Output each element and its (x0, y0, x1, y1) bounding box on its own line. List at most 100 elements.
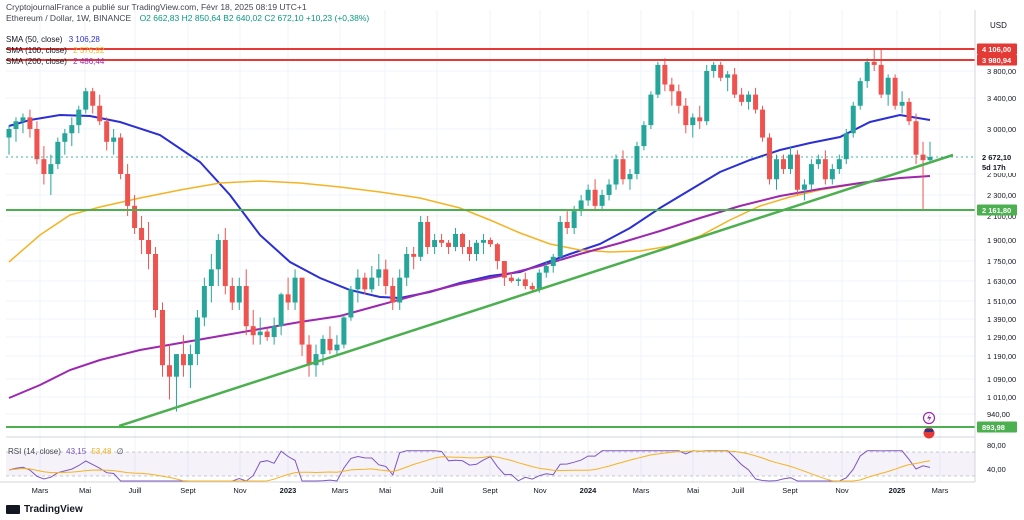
time-tick-label: Mars (332, 486, 349, 495)
candle-body (487, 240, 493, 245)
candle-body (90, 91, 96, 106)
candle-body (173, 354, 179, 377)
price-tick-label: 2 100,00 (987, 212, 1016, 221)
candle-body (166, 365, 172, 377)
tradingview-logo-icon (6, 505, 20, 514)
candle-body (808, 164, 814, 185)
candle-body (390, 286, 396, 303)
price-badge-label: 4 106,00 (982, 45, 1011, 54)
candle-body (243, 286, 249, 327)
candle-body (592, 189, 598, 206)
time-tick-label: 2024 (580, 486, 598, 495)
candle-body (571, 211, 577, 228)
candle-body (139, 228, 145, 240)
candle-body (418, 222, 424, 257)
price-badge-label: 5d 17h (982, 163, 1006, 172)
side-icons[interactable] (922, 411, 936, 439)
candle-body (27, 117, 33, 129)
candle-body (864, 61, 870, 82)
candle-body (606, 184, 612, 195)
candle-body (885, 77, 891, 95)
candle-body (348, 289, 354, 318)
time-tick-label: 2023 (280, 486, 297, 495)
candle-body (397, 277, 403, 303)
candle-body (613, 159, 619, 185)
candle-body (920, 154, 926, 161)
time-axis[interactable]: Mars Mai Juill Sept Nov 2023 Mars Mai Juill Sept N… (0, 481, 975, 495)
sma100-value: 2 576,92 (73, 46, 105, 55)
sma200-value: 2 486,44 (73, 57, 105, 66)
candle-body (376, 269, 382, 278)
candle-body (334, 344, 340, 351)
candle-body (132, 205, 138, 228)
candle-body (69, 125, 75, 134)
candle-body (704, 71, 710, 122)
candle-body (313, 354, 319, 366)
sma50-line (8, 113, 931, 300)
candle-body (557, 222, 563, 257)
candle-body (655, 64, 661, 95)
candle-body (411, 254, 417, 257)
legend-sma50[interactable]: SMA (50, close) 3 106,28 (6, 35, 100, 45)
time-tick-label: Nov (233, 486, 247, 495)
price-badge (976, 161, 1018, 173)
candle-body (264, 331, 270, 337)
candle-body (718, 64, 724, 78)
candle-body (676, 91, 682, 106)
price-tick-label: 1 290,00 (987, 333, 1016, 342)
price-tick-label: 1 010,00 (987, 393, 1016, 402)
candle-body (257, 331, 263, 336)
time-tick-label: Mai (79, 486, 91, 495)
price-tick-label: 3 400,00 (987, 94, 1016, 103)
tradingview-brand[interactable]: TradingView (6, 504, 83, 515)
sma200-line (8, 175, 931, 399)
candle-body (662, 64, 668, 85)
price-badge-label: 2 161,80 (982, 206, 1011, 215)
candle-body (153, 254, 159, 310)
candle-body (641, 125, 647, 147)
candle-body (913, 121, 919, 155)
candle-body (774, 159, 779, 180)
candle-body (34, 129, 40, 160)
time-tick-label: Mars (32, 486, 49, 495)
candle-body (927, 157, 933, 161)
time-tick-label: Juill (732, 486, 745, 495)
candle-body (787, 154, 793, 170)
candle-body (111, 137, 117, 142)
legend-rsi[interactable]: RSI (14, close) 43,15 53,48 ∅ (8, 447, 124, 456)
sma50-value: 3 106,28 (68, 35, 100, 44)
candle-body (822, 159, 828, 180)
candle-body (460, 234, 466, 247)
price-tick-label: 3 800,00 (987, 67, 1016, 76)
candle-body (201, 286, 207, 318)
candle-body (780, 159, 786, 170)
candle-body (383, 269, 389, 286)
candle-body (453, 234, 459, 247)
candle-body (829, 169, 835, 180)
candle-body (48, 164, 54, 174)
price-axis[interactable]: USD 3 800,00 3 400,00 3 000,00 2 500,00 2 300… (974, 10, 1018, 482)
candle-body (892, 77, 898, 106)
rsi-value1: 43,15 (66, 447, 87, 456)
candle-body (187, 354, 193, 366)
time-tick-label: Nov (533, 486, 547, 495)
price-tick-label: 1 090,00 (987, 375, 1016, 384)
time-tick-label: Mars (633, 486, 650, 495)
rsi-ma-line (8, 450, 931, 482)
candle-body (850, 105, 856, 134)
candle-body (494, 244, 500, 261)
candle-body (146, 240, 152, 254)
candle-body (97, 105, 103, 122)
candle-body (425, 222, 431, 247)
candle-body (41, 159, 47, 174)
candle-body (753, 94, 759, 110)
legend-sma100[interactable]: SMA (100, close) 2 576,92 (6, 46, 104, 56)
candle-body (508, 277, 514, 281)
legend-sma200[interactable]: SMA (200, close) 2 486,44 (6, 57, 104, 67)
candle-body (250, 326, 256, 336)
candle-body (627, 174, 633, 180)
candle-body (125, 174, 131, 206)
candle-body (62, 133, 68, 142)
candle-body (160, 310, 165, 366)
